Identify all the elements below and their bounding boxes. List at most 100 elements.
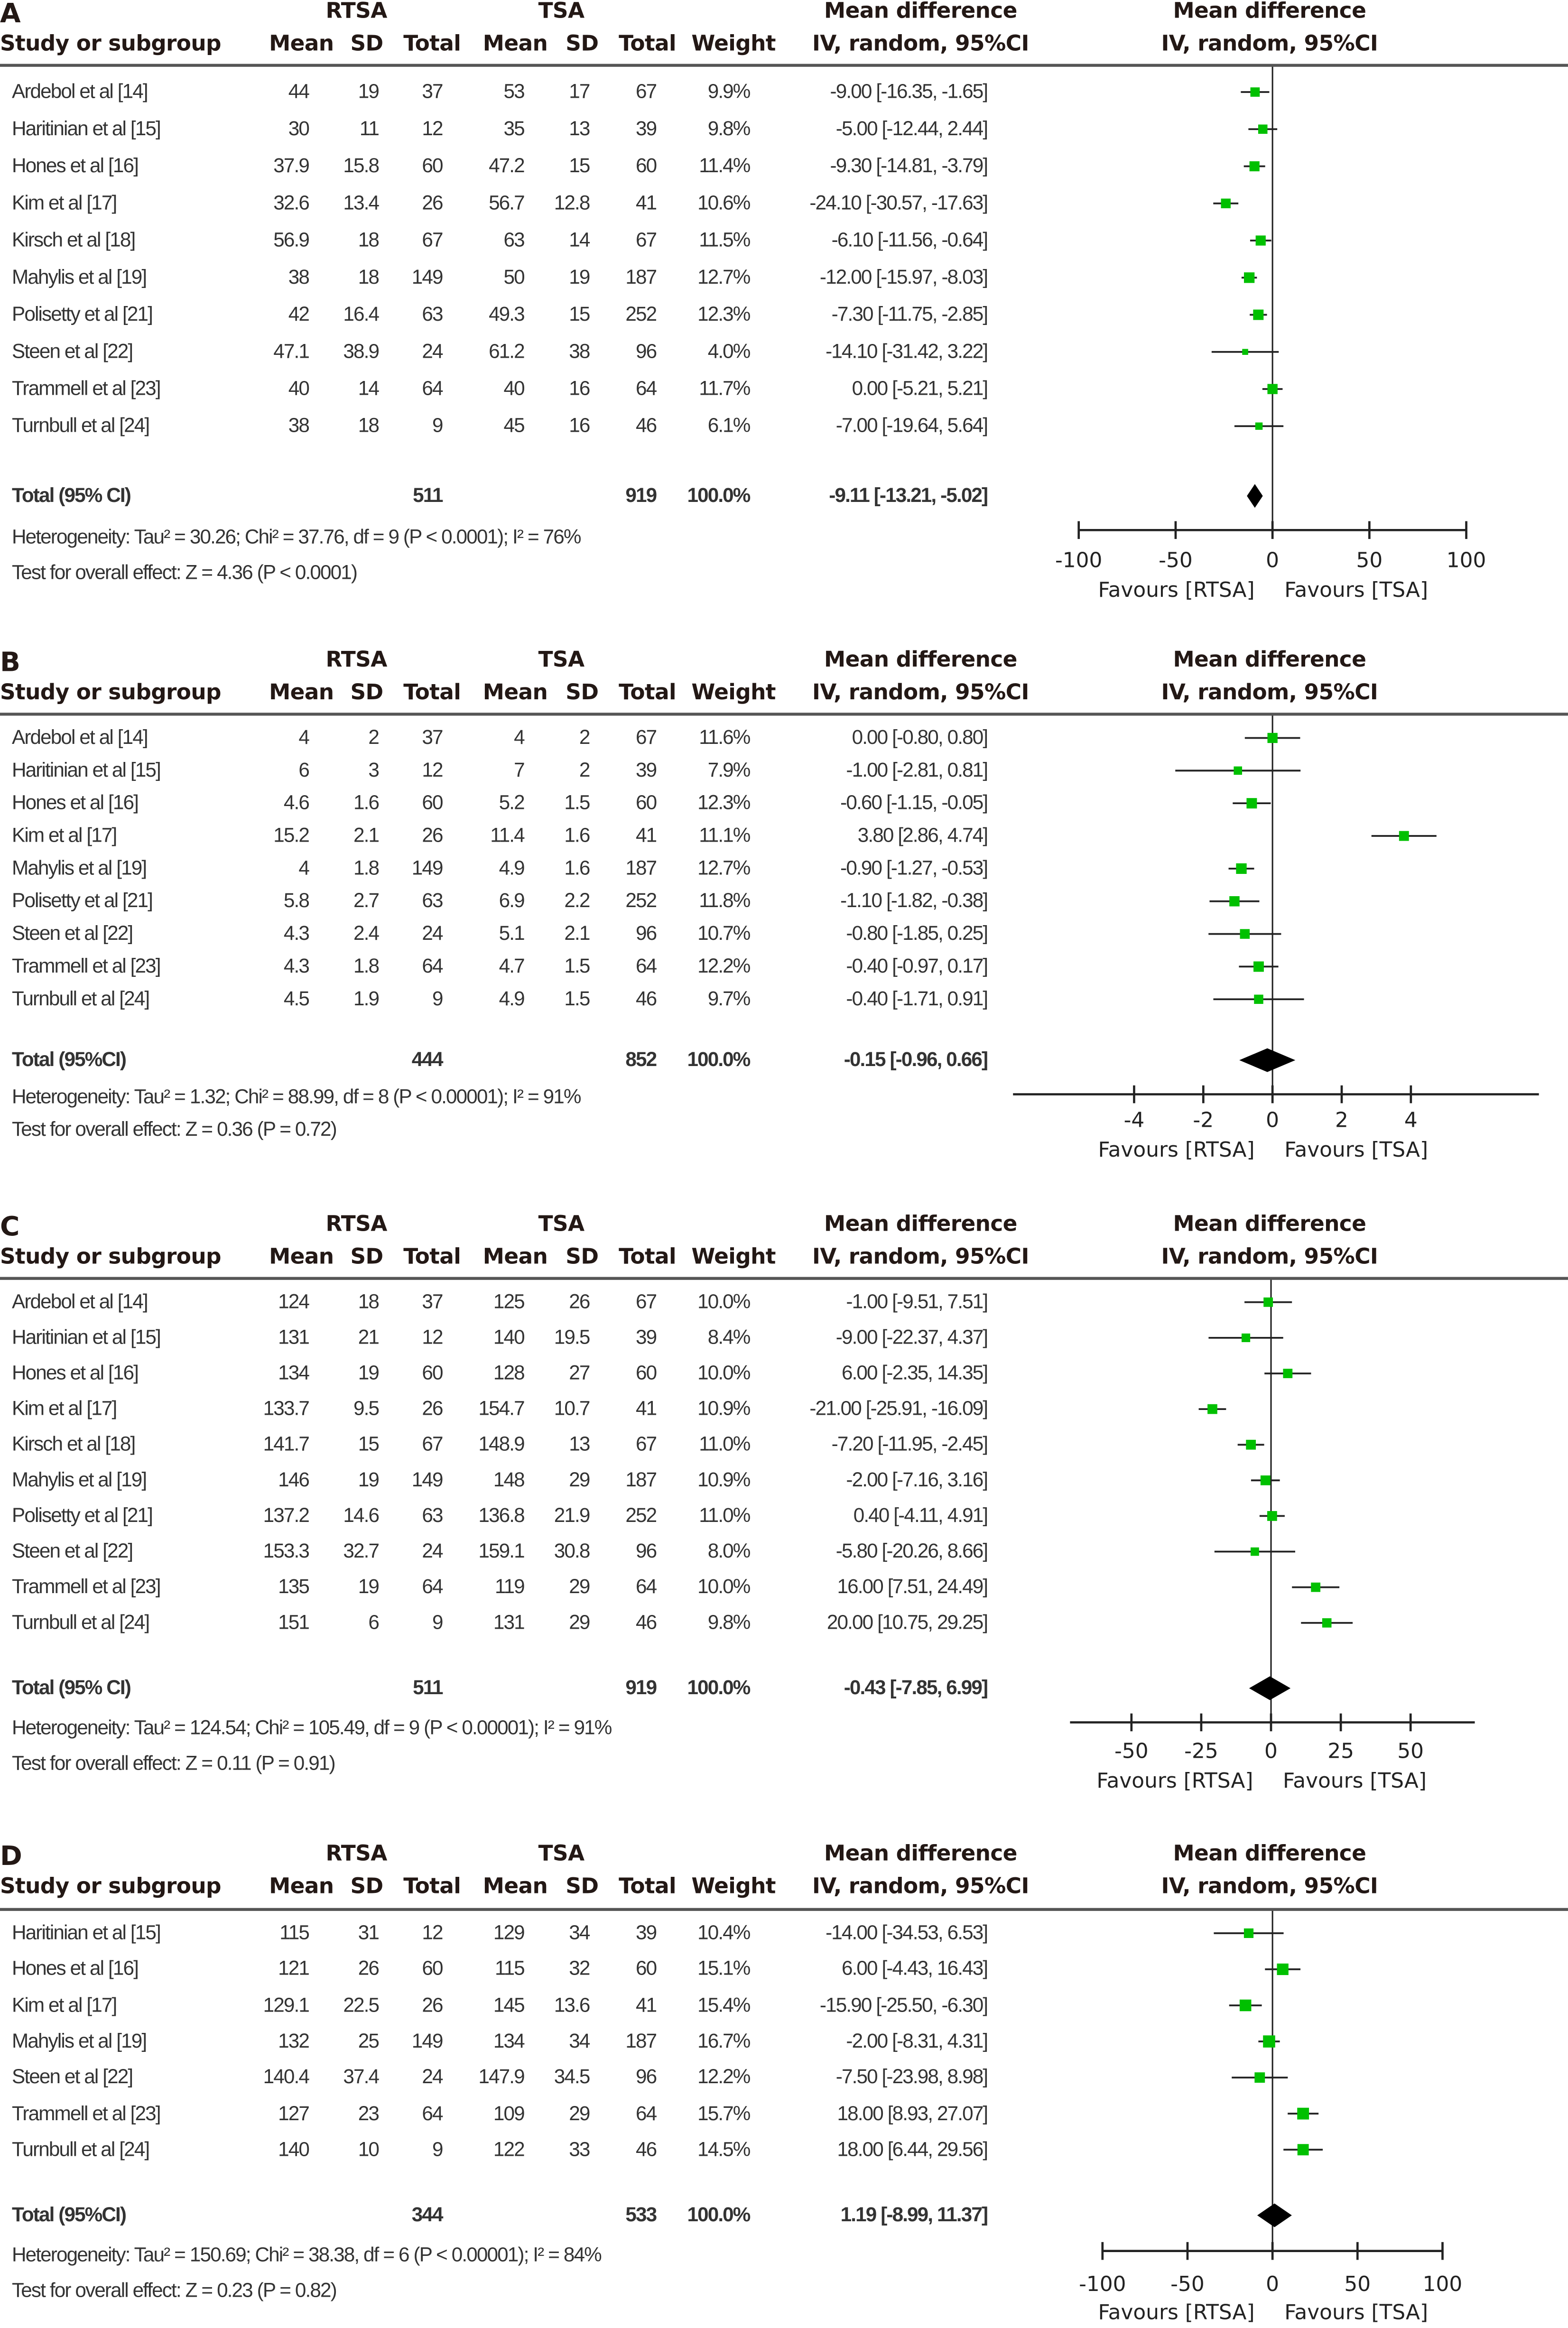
study-weight: 10.0% (697, 1575, 751, 1598)
study-mean-difference: 0.00 [-0.80, 0.80] (852, 726, 989, 749)
tsa-value: 187 (625, 856, 657, 879)
rtsa-value: 64 (422, 377, 443, 399)
rtsa-value: 4.6 (283, 791, 310, 814)
rtsa-value: 149 (411, 2029, 444, 2052)
study-weight: 10.4% (697, 1921, 751, 1944)
tsa-value: 60 (636, 154, 657, 177)
rtsa-value: 4.5 (283, 987, 310, 1010)
tsa-value: 39 (636, 759, 657, 781)
column-header-total: Total (403, 1245, 461, 1270)
rtsa-value: 19 (358, 80, 380, 102)
study-weight: 11.7% (699, 377, 751, 399)
study-name: Haritinian et al [15] (12, 1921, 161, 1944)
tsa-value: 19 (569, 266, 590, 288)
point-estimate-square (1267, 733, 1278, 743)
tsa-value: 129 (493, 1921, 525, 1944)
rtsa-value: 64 (422, 2102, 443, 2124)
rtsa-value: 1.9 (353, 987, 380, 1010)
plot-column-method: IV, random, 95%CI (1161, 681, 1378, 705)
tsa-value: 145 (493, 1993, 525, 2016)
study-mean-difference: -0.40 [-0.97, 0.17] (846, 955, 988, 977)
column-header-mean: Mean (482, 32, 548, 56)
column-header-mean: Mean (482, 1245, 548, 1270)
x-tick-label: 100 (1446, 549, 1486, 574)
tsa-value: 4.7 (499, 955, 525, 977)
plot-column-method: IV, random, 95%CI (1161, 32, 1378, 56)
x-tick-label: -4 (1123, 1109, 1145, 1133)
tsa-value: 15 (569, 303, 590, 325)
overall-effect-text: Test for overall effect: Z = 4.36 (P < 0… (12, 561, 358, 584)
study-name: Steen et al [22] (12, 340, 133, 362)
tsa-value: 64 (636, 1575, 657, 1598)
x-tick-label: 50 (1344, 2273, 1371, 2297)
rtsa-value: 135 (278, 1575, 310, 1598)
tsa-value: 7 (514, 759, 525, 781)
rtsa-value: 22.5 (343, 1993, 380, 2016)
rtsa-value: 19 (358, 1468, 380, 1491)
rtsa-value: 4 (298, 726, 310, 749)
study-name: Polisetty et al [21] (12, 889, 153, 912)
column-header-sd: SD (350, 681, 383, 705)
rtsa-value: 140.4 (263, 2065, 310, 2088)
x-tick-label: 25 (1327, 1740, 1354, 1764)
study-weight: 11.8% (699, 889, 751, 912)
point-estimate-square (1240, 929, 1250, 939)
tsa-value: 16 (569, 414, 590, 437)
point-estimate-square (1239, 1999, 1252, 2012)
tsa-value: 131 (493, 1611, 525, 1633)
study-mean-difference: -14.10 [-31.42, 3.22] (826, 340, 988, 362)
rtsa-value: 5.8 (283, 889, 310, 912)
point-estimate-square (1399, 831, 1409, 841)
x-tick-label: 50 (1356, 549, 1383, 574)
x-tick-label: -50 (1159, 549, 1193, 574)
point-estimate-square (1255, 422, 1263, 430)
rtsa-value: 60 (422, 154, 443, 177)
study-weight: 8.4% (707, 1326, 751, 1348)
x-tick-label: 0 (1264, 1740, 1278, 1764)
overall-effect-text: Test for overall effect: Z = 0.11 (P = 0… (12, 1752, 336, 1774)
rtsa-value: 67 (422, 228, 443, 251)
rtsa-value: 60 (422, 791, 443, 814)
rtsa-value: 9.5 (353, 1397, 380, 1419)
rtsa-value: 60 (422, 1361, 443, 1384)
point-estimate-square (1277, 1963, 1289, 1976)
rtsa-value: 6 (368, 1611, 380, 1633)
tsa-value: 187 (625, 2029, 657, 2052)
tsa-value: 67 (636, 1433, 657, 1456)
rtsa-value: 9 (432, 414, 444, 437)
x-tick-label: 0 (1266, 549, 1280, 574)
study-weight: 7.9% (707, 759, 751, 781)
point-estimate-square (1263, 1297, 1273, 1307)
study-mean-difference: -2.00 [-7.16, 3.16] (846, 1468, 988, 1491)
x-tick-label: 100 (1422, 2273, 1463, 2297)
tsa-value: 125 (493, 1290, 525, 1313)
rtsa-value: 32.6 (273, 191, 310, 214)
study-weight: 11.5% (699, 228, 751, 251)
rtsa-value: 1.6 (353, 791, 380, 814)
favours-left-label: Favours [RTSA] (1098, 2301, 1255, 2326)
point-estimate-square (1267, 384, 1278, 394)
favours-right-label: Favours [TSA] (1283, 1770, 1427, 1794)
rtsa-value: 25 (358, 2029, 380, 2052)
md-column-method: IV, random, 95%CI (812, 32, 1029, 56)
study-weight: 10.0% (697, 1290, 751, 1313)
rtsa-value: 37 (422, 80, 443, 102)
rtsa-value: 12 (422, 117, 443, 140)
favours-right-label: Favours [TSA] (1284, 1139, 1429, 1163)
tsa-value: 115 (495, 1957, 525, 1980)
column-header-sd: SD (350, 1245, 383, 1270)
rtsa-value: 127 (278, 2102, 310, 2124)
study-weight: 9.7% (707, 987, 751, 1010)
panel-label: B (0, 647, 20, 679)
rtsa-value: 31 (358, 1921, 380, 1944)
rtsa-value: 18 (358, 1290, 380, 1313)
plot-column-title: Mean difference (1173, 649, 1366, 673)
rtsa-value: 24 (422, 922, 443, 945)
study-name: Kim et al [17] (12, 824, 117, 846)
group-header-tsa: TSA (538, 649, 585, 673)
rtsa-value: 146 (278, 1468, 310, 1491)
tsa-value: 1.6 (564, 856, 590, 879)
tsa-value: 148.9 (478, 1433, 525, 1456)
